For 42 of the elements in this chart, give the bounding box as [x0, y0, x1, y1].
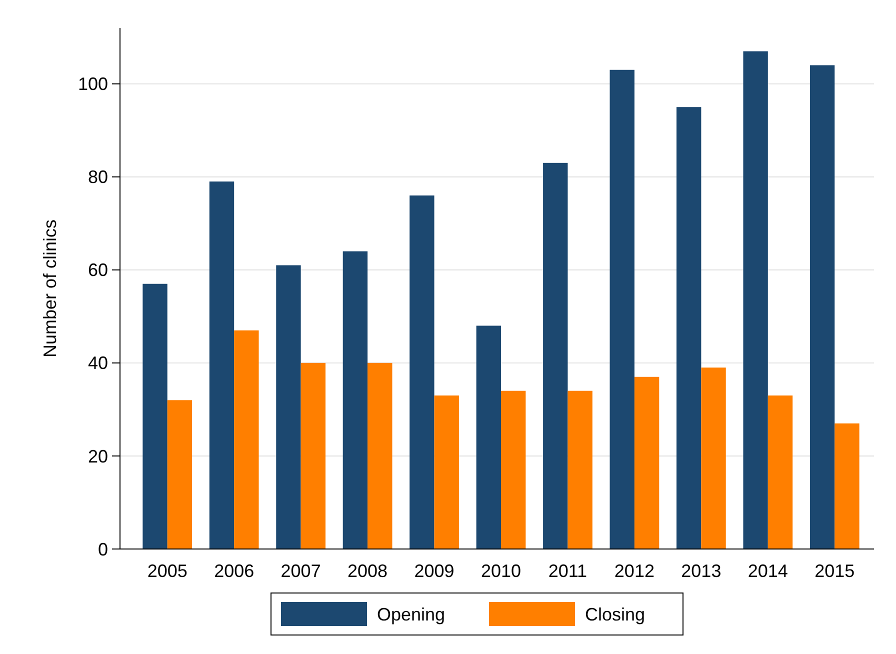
x-tick-label: 2014: [748, 561, 788, 581]
bar: [568, 390, 592, 549]
bar: [834, 423, 860, 549]
y-tick-label: 80: [88, 167, 108, 188]
bar: [276, 265, 301, 549]
x-tick-label: 2015: [814, 561, 855, 581]
bar: [476, 326, 501, 549]
bar: [768, 395, 793, 549]
bar: [434, 395, 459, 549]
x-tick-label: 2007: [280, 561, 321, 581]
bar: [701, 368, 726, 549]
y-axis-title: Number of clinics: [40, 219, 60, 358]
x-tick-label: 2013: [681, 561, 722, 581]
y-tick-label: 60: [88, 260, 108, 280]
legend-label: Opening: [377, 604, 446, 624]
legend-label: Closing: [585, 604, 646, 624]
x-tick-label: 2009: [414, 561, 454, 581]
x-tick-label: 2010: [480, 561, 522, 581]
bar: [209, 182, 234, 549]
bar: [676, 107, 702, 549]
x-tick-label: 2005: [147, 561, 188, 581]
bar: [501, 390, 526, 549]
bar: [167, 400, 192, 549]
bar: [234, 330, 259, 549]
bar: [300, 362, 326, 549]
bar: [810, 65, 835, 549]
bar: [342, 251, 368, 549]
bar: [142, 284, 168, 549]
y-tick-label: 20: [88, 446, 108, 466]
bar: [368, 362, 392, 549]
bar: [634, 376, 660, 549]
bar: [543, 162, 568, 549]
x-tick-label: 2011: [548, 561, 588, 581]
bar: [743, 51, 768, 549]
bar: [410, 195, 434, 549]
y-tick-label: 100: [78, 74, 108, 94]
x-tick-label: 2006: [214, 561, 254, 581]
x-tick-label: 2012: [614, 561, 654, 581]
y-tick-label: 40: [88, 353, 108, 374]
bar: [610, 70, 634, 549]
y-tick-label: 0: [98, 539, 108, 560]
x-tick-label: 2008: [348, 561, 388, 581]
